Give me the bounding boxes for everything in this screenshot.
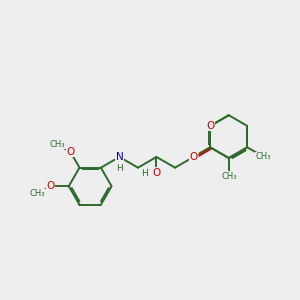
Text: H: H — [141, 169, 148, 178]
Text: H: H — [116, 164, 123, 173]
Text: CH₃: CH₃ — [221, 172, 236, 181]
Text: O: O — [206, 121, 214, 131]
Text: O: O — [46, 181, 55, 191]
Text: O: O — [66, 147, 74, 157]
Text: O: O — [152, 168, 160, 178]
Text: O: O — [190, 152, 199, 161]
Text: CH₃: CH₃ — [30, 189, 45, 198]
Text: O: O — [189, 152, 198, 162]
Text: CH₃: CH₃ — [255, 152, 271, 161]
Text: CH₃: CH₃ — [50, 140, 65, 149]
Text: N: N — [116, 152, 123, 162]
